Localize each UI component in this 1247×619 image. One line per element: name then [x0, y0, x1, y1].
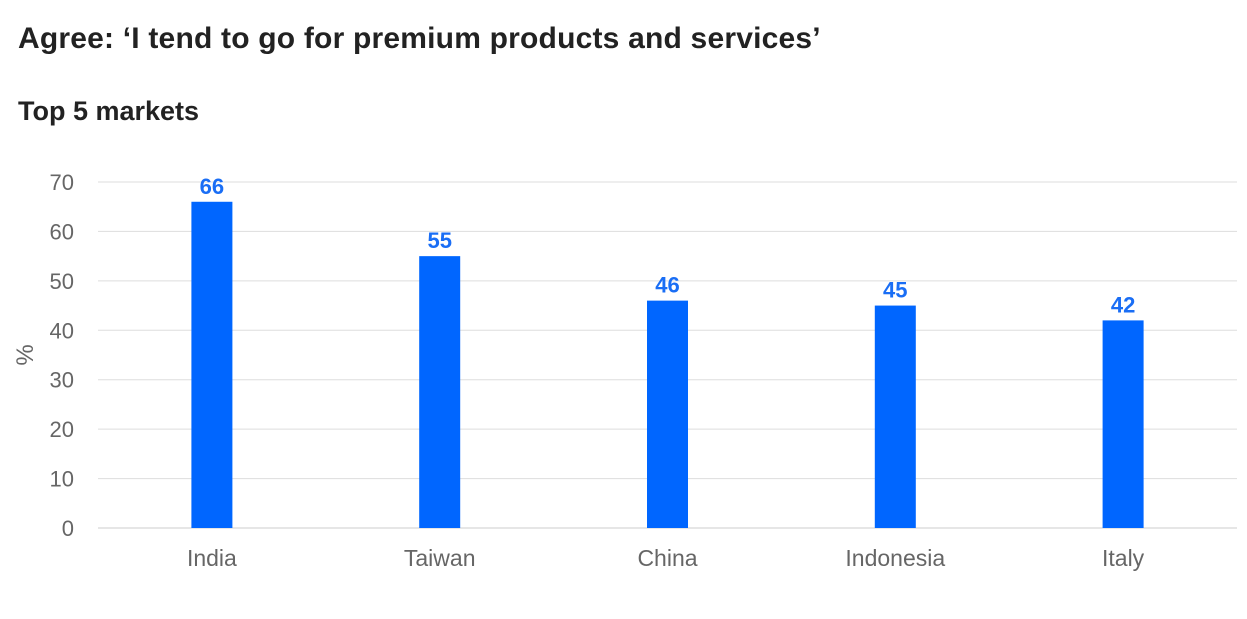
- value-labels: 66 55 46 45 42: [200, 174, 1136, 318]
- bar: [1102, 320, 1144, 528]
- x-tick-label: China: [637, 545, 697, 571]
- x-tick-label: Italy: [1102, 545, 1145, 571]
- x-tick-label: India: [187, 545, 237, 571]
- y-axis-ticks: 0 10 20 30 40 50 60 70: [50, 170, 74, 541]
- y-axis-title: %: [12, 344, 39, 365]
- bar: [647, 300, 688, 528]
- y-tick-label: 50: [50, 269, 74, 294]
- bar: [419, 256, 461, 528]
- y-tick-label: 30: [50, 368, 74, 393]
- x-axis-labels: India Taiwan China Indonesia Italy: [187, 545, 1145, 571]
- data-label: 46: [655, 273, 679, 298]
- chart-subtitle: Top 5 markets: [18, 96, 200, 126]
- x-tick-label: Indonesia: [845, 545, 945, 571]
- y-tick-label: 40: [50, 318, 74, 343]
- y-tick-label: 20: [50, 417, 74, 442]
- data-label: 42: [1111, 292, 1135, 317]
- x-tick-label: Taiwan: [404, 545, 476, 571]
- bar: [191, 201, 233, 528]
- data-label: 66: [200, 174, 224, 199]
- chart-title: Agree: ‘I tend to go for premium product…: [18, 22, 821, 55]
- bar: [874, 305, 916, 528]
- y-tick-label: 70: [50, 170, 74, 195]
- y-tick-label: 10: [50, 467, 74, 492]
- y-tick-label: 60: [50, 219, 74, 244]
- bars: [191, 201, 1144, 528]
- data-label: 55: [427, 228, 451, 253]
- y-tick-label: 0: [62, 516, 74, 541]
- data-label: 45: [883, 278, 907, 303]
